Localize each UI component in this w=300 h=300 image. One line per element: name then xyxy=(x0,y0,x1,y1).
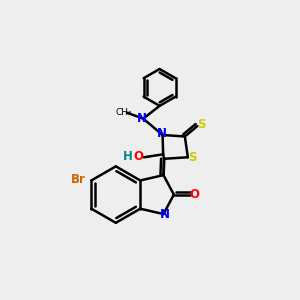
Text: CH₃: CH₃ xyxy=(115,108,132,117)
Text: H: H xyxy=(123,150,132,163)
Text: S: S xyxy=(197,118,206,131)
Text: N: N xyxy=(157,127,167,140)
Text: Br: Br xyxy=(70,173,86,186)
Text: O: O xyxy=(134,150,143,163)
Text: S: S xyxy=(188,151,196,164)
Text: N: N xyxy=(137,112,147,124)
Text: N: N xyxy=(160,208,170,221)
Text: O: O xyxy=(190,188,200,201)
